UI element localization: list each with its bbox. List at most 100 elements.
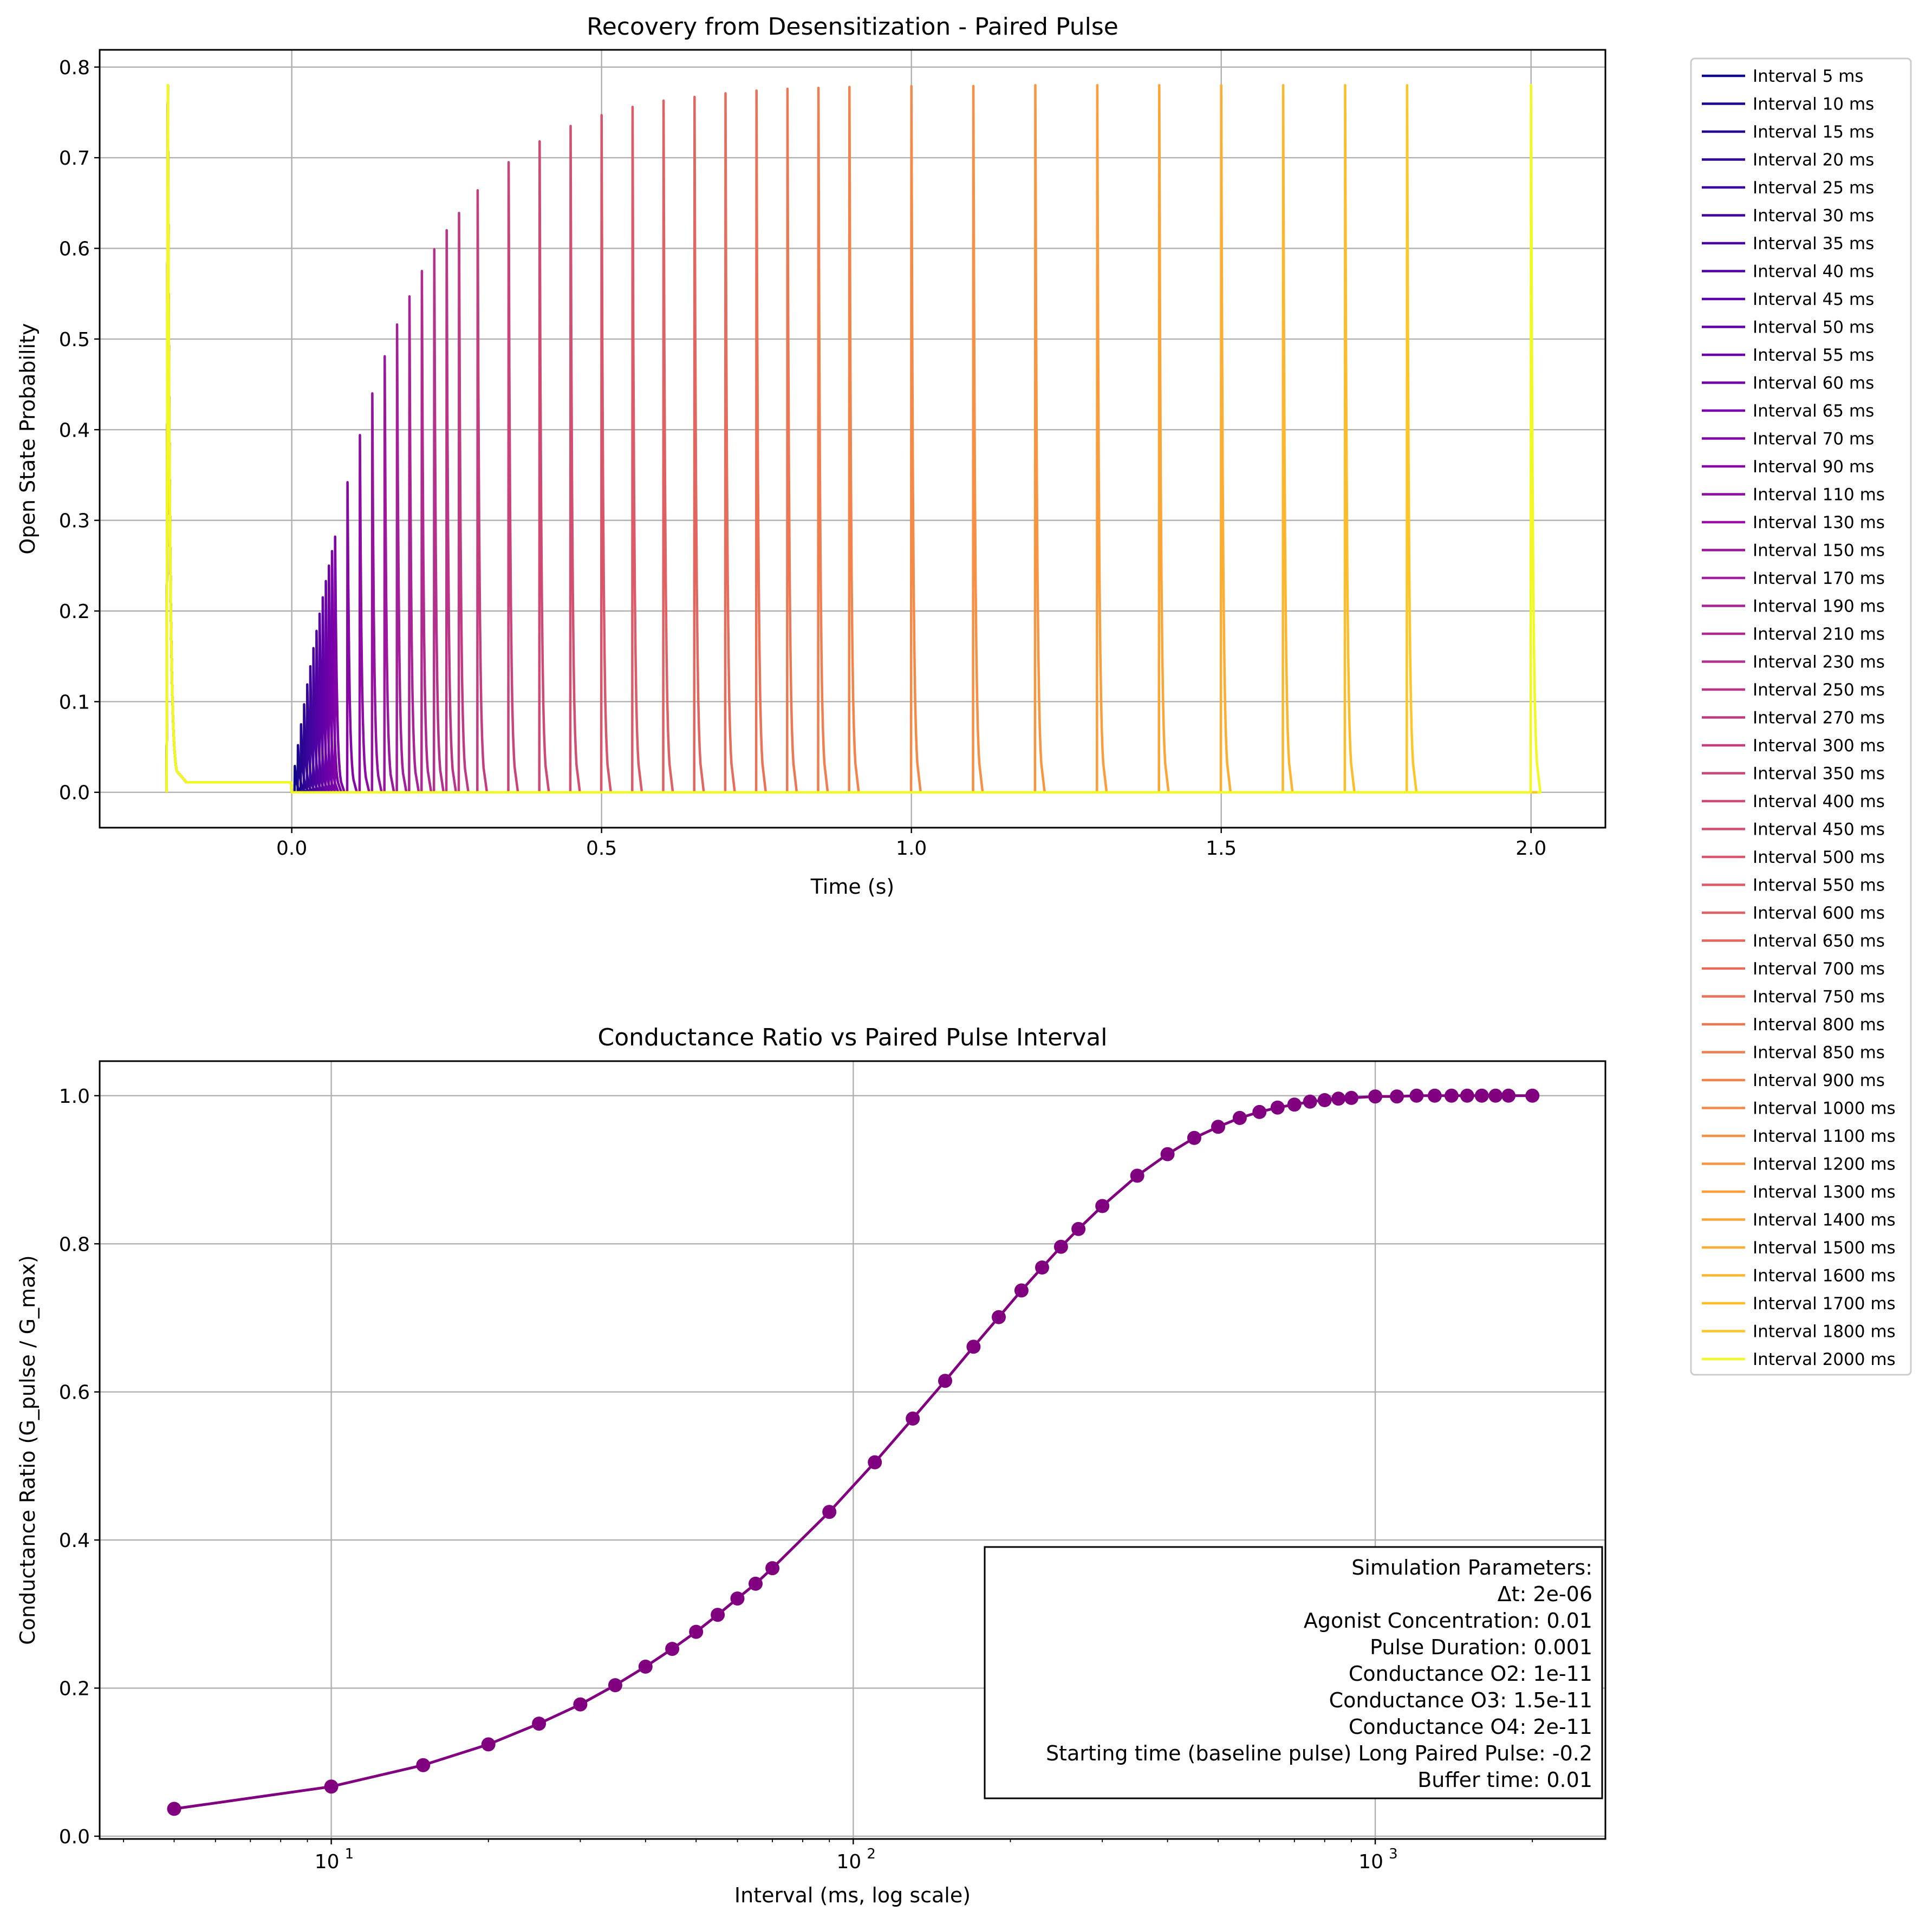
legend-label: Interval 150 ms bbox=[1753, 541, 1885, 561]
legend-label: Interval 250 ms bbox=[1753, 680, 1885, 700]
simulation-parameter-line: Conductance O2: 1e-11 bbox=[1349, 1662, 1592, 1686]
ratio-point bbox=[1525, 1088, 1540, 1103]
simulation-parameter-line: Conductance O4: 2e-11 bbox=[1349, 1715, 1592, 1739]
legend-label: Interval 55 ms bbox=[1753, 346, 1874, 365]
ratio-point bbox=[711, 1608, 725, 1622]
simulation-parameter-line: Starting time (baseline pulse) Long Pair… bbox=[1046, 1741, 1592, 1765]
simulation-parameters-lines: Simulation Parameters:Δt: 2e-06 Agonist C… bbox=[1046, 1556, 1592, 1792]
legend-label: Interval 65 ms bbox=[1753, 401, 1874, 421]
ratio-point bbox=[1427, 1088, 1442, 1103]
legend-items: Interval 5 ms Interval 10 ms Interval 15 m… bbox=[1702, 67, 1896, 1369]
ratio-point bbox=[1187, 1130, 1201, 1145]
legend-label: Interval 600 ms bbox=[1753, 903, 1885, 923]
legend-label: Interval 210 ms bbox=[1753, 625, 1885, 644]
legend-label: Interval 5 ms bbox=[1753, 67, 1864, 86]
top-y-tick-label: 0.5 bbox=[59, 329, 90, 351]
ratio-point bbox=[1409, 1088, 1424, 1103]
legend-label: Interval 130 ms bbox=[1753, 513, 1885, 532]
legend: Interval 5 ms Interval 10 ms Interval 15 m… bbox=[1690, 57, 1912, 1376]
ratio-point bbox=[906, 1411, 920, 1426]
simulation-parameter-line: Simulation Parameters: bbox=[1351, 1556, 1592, 1580]
ratio-point bbox=[1053, 1239, 1068, 1254]
ratio-point bbox=[966, 1340, 981, 1354]
legend-label: Interval 1000 ms bbox=[1753, 1099, 1896, 1119]
legend-label: Interval 60 ms bbox=[1753, 374, 1874, 393]
legend-label: Interval 1400 ms bbox=[1753, 1211, 1896, 1230]
bottom-x-tick-exponent: 1 bbox=[345, 1846, 354, 1862]
ratio-point bbox=[1287, 1097, 1302, 1112]
legend-label: Interval 35 ms bbox=[1753, 234, 1874, 253]
top-y-tick-label: 0.7 bbox=[59, 147, 90, 170]
top-y-tick-label: 0.2 bbox=[59, 601, 90, 623]
ratio-point bbox=[1071, 1221, 1086, 1236]
legend-label: Interval 15 ms bbox=[1753, 122, 1874, 142]
legend-label: Interval 90 ms bbox=[1753, 457, 1874, 477]
trace-interval-2000 bbox=[165, 84, 1542, 794]
bottom-x-tick-exponent: 2 bbox=[867, 1846, 876, 1862]
bottom-y-tick-label: 0.4 bbox=[59, 1530, 90, 1552]
legend-label: Interval 900 ms bbox=[1753, 1071, 1885, 1090]
ratio-point bbox=[324, 1779, 339, 1794]
bottom-y-tick-label: 0.6 bbox=[59, 1382, 90, 1404]
ratio-point bbox=[532, 1717, 547, 1731]
legend-label: Interval 750 ms bbox=[1753, 987, 1885, 1007]
legend-label: Interval 1100 ms bbox=[1753, 1127, 1896, 1146]
legend-label: Interval 1800 ms bbox=[1753, 1322, 1896, 1342]
top-x-tick-label: 1.0 bbox=[896, 837, 927, 860]
simulation-parameter-line: Conductance O3: 1.5e-11 bbox=[1329, 1688, 1592, 1712]
legend-label: Interval 270 ms bbox=[1753, 708, 1885, 728]
bottom-y-axis-label: Conductance Ratio (G_pulse / G_max) bbox=[16, 1255, 40, 1644]
bottom-x-tick-exponent: 3 bbox=[1389, 1846, 1398, 1862]
top-y-axis-label: Open State Probability bbox=[16, 323, 40, 554]
legend-label: Interval 1200 ms bbox=[1753, 1155, 1896, 1174]
bottom-y-tick-label: 0.0 bbox=[59, 1826, 90, 1848]
ratio-point bbox=[1095, 1199, 1110, 1213]
ratio-point bbox=[938, 1374, 952, 1388]
ratio-point bbox=[1270, 1100, 1285, 1115]
bottom-chart-title: Conductance Ratio vs Paired Pulse Interv… bbox=[598, 1024, 1108, 1051]
legend-label: Interval 850 ms bbox=[1753, 1043, 1885, 1063]
ratio-point bbox=[730, 1591, 745, 1606]
ratio-point bbox=[1344, 1090, 1358, 1105]
ratio-point bbox=[1501, 1088, 1516, 1103]
top-y-tick-label: 0.8 bbox=[59, 57, 90, 79]
legend-label: Interval 300 ms bbox=[1753, 736, 1885, 756]
legend-label: Interval 700 ms bbox=[1753, 959, 1885, 979]
legend-label: Interval 70 ms bbox=[1753, 430, 1874, 449]
bottom-x-tick-label: 10 bbox=[1358, 1851, 1383, 1873]
bottom-tick-labels: 10 1 10 2 10 3 0.0 0.2 0.4 0.6 0.8 1.0 bbox=[59, 1086, 1533, 1873]
top-x-tick-label: 0.5 bbox=[586, 837, 617, 860]
bottom-x-axis-label: Interval (ms, log scale) bbox=[734, 1883, 971, 1907]
legend-label: Interval 230 ms bbox=[1753, 653, 1885, 672]
legend-label: Interval 110 ms bbox=[1753, 485, 1885, 505]
ratio-point bbox=[1130, 1168, 1144, 1183]
ratio-point bbox=[665, 1642, 680, 1656]
legend-frame bbox=[1690, 57, 1912, 1376]
legend-label: Interval 650 ms bbox=[1753, 932, 1885, 951]
ratio-point bbox=[1368, 1089, 1383, 1104]
legend-label: Interval 800 ms bbox=[1753, 1015, 1885, 1035]
bottom-y-tick-label: 0.8 bbox=[59, 1233, 90, 1256]
ratio-point bbox=[1211, 1120, 1225, 1134]
ratio-point bbox=[1488, 1088, 1503, 1103]
top-series-lines bbox=[165, 84, 1542, 794]
top-axes-frame bbox=[99, 49, 1606, 829]
legend-label: Interval 500 ms bbox=[1753, 848, 1885, 867]
top-x-axis-label: Time (s) bbox=[810, 875, 895, 899]
top-x-tick-label: 1.5 bbox=[1206, 837, 1237, 860]
ratio-point bbox=[1444, 1088, 1459, 1103]
bottom-axes: 10 1 10 2 10 3 0.0 0.2 0.4 0.6 0.8 1.0 Conductance … bbox=[16, 1024, 1606, 1907]
ratio-point bbox=[1232, 1110, 1247, 1125]
ratio-point bbox=[765, 1561, 780, 1576]
legend-label: Interval 50 ms bbox=[1753, 318, 1874, 337]
legend-label: Interval 40 ms bbox=[1753, 262, 1874, 282]
top-tick-labels: 0.0 0.5 1.0 1.5 2.0 0.0 0.1 0.2 0.3 0.4 0.5 0.6 0.7 0… bbox=[59, 57, 1547, 860]
ratio-point bbox=[1390, 1089, 1404, 1104]
top-y-tick-label: 0.3 bbox=[59, 510, 90, 532]
simulation-parameter-line: Buffer time: 0.01 bbox=[1417, 1768, 1592, 1792]
top-x-tick-label: 2.0 bbox=[1515, 837, 1546, 860]
ratio-point bbox=[868, 1455, 882, 1470]
legend-label: Interval 10 ms bbox=[1753, 95, 1874, 114]
top-y-tick-label: 0.0 bbox=[59, 782, 90, 804]
